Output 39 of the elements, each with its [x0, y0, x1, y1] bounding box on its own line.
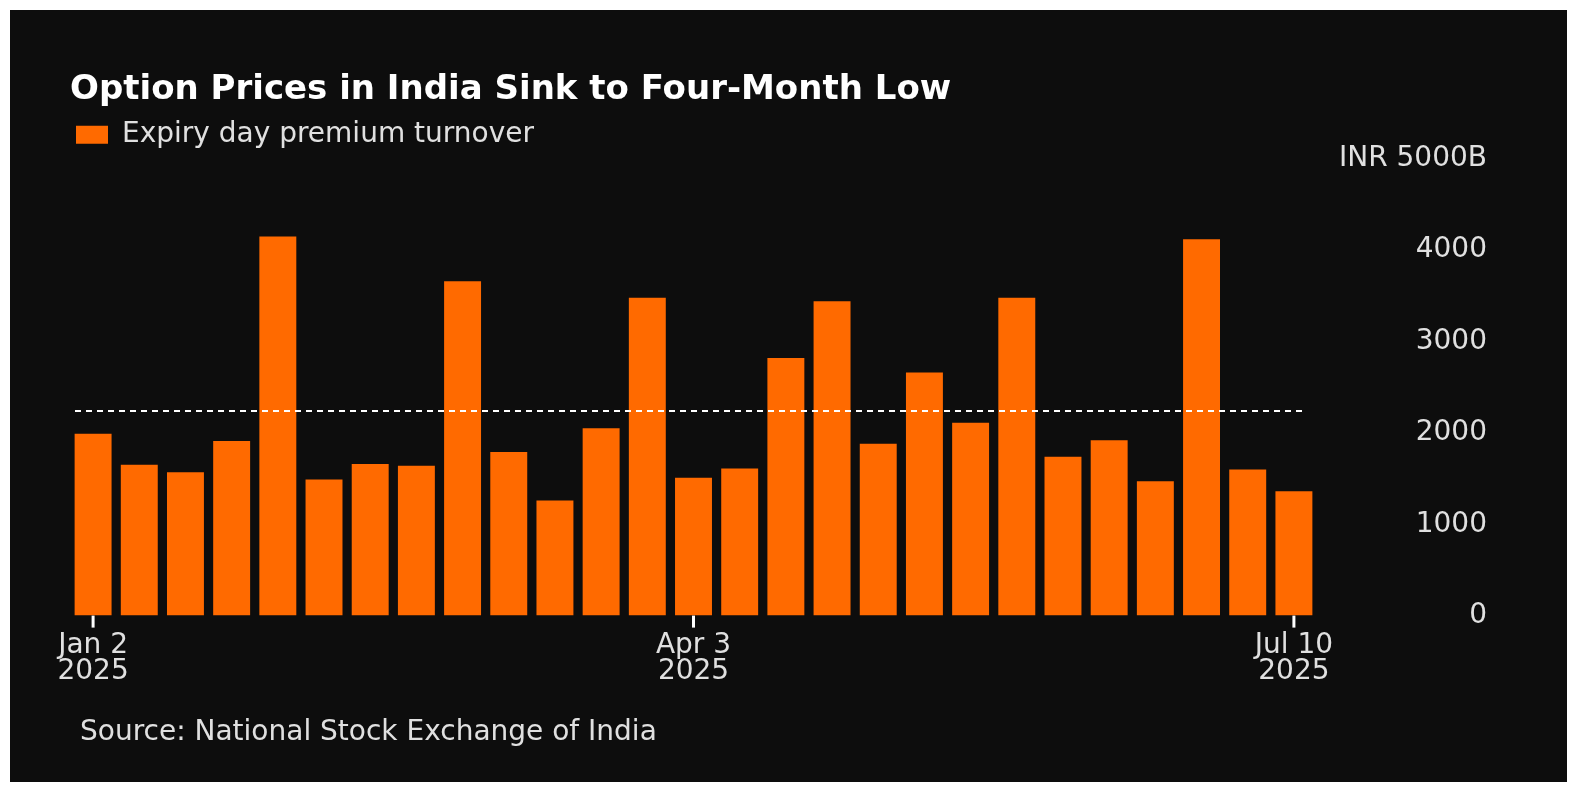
y-tick-label: 1000 [1415, 505, 1487, 539]
bar [721, 468, 759, 616]
bar [305, 479, 343, 616]
x-tick-label: Jul 10 2025 [1252, 627, 1334, 686]
bar [813, 301, 851, 616]
bar [1275, 491, 1313, 616]
bar [444, 281, 482, 616]
bar [166, 472, 204, 616]
bar [628, 297, 666, 616]
bar [905, 372, 943, 616]
source-note: Source: National Stock Exchange of India [80, 714, 657, 747]
bar [1044, 456, 1082, 616]
bar [952, 422, 990, 616]
y-tick-label: INR 5000B [1338, 140, 1487, 174]
bar [536, 500, 574, 616]
bar [1229, 469, 1267, 616]
legend-label: Expiry day premium turnover [122, 116, 535, 150]
bar [351, 463, 389, 616]
bar [1136, 481, 1174, 616]
bar [675, 477, 712, 616]
y-tick-label: 2000 [1415, 414, 1487, 448]
bar [859, 443, 897, 616]
bar [767, 357, 805, 616]
y-tick-label: 0 [1469, 596, 1487, 630]
chart-title: Option Prices in India Sink to Four-Month Low [70, 67, 952, 108]
x-tick-label: Jan 2 2025 [56, 627, 129, 686]
bar [1183, 239, 1221, 616]
bar [397, 465, 435, 616]
y-tick-label: 4000 [1415, 231, 1487, 265]
x-tick-label: Apr 3 2025 [655, 627, 732, 686]
bar [120, 464, 158, 616]
bar [74, 433, 112, 616]
bar [1090, 440, 1128, 616]
bar [213, 441, 251, 616]
bar [998, 297, 1036, 616]
bar [582, 428, 620, 616]
bar [259, 236, 297, 616]
bar [490, 452, 528, 616]
y-tick-label: 3000 [1415, 322, 1487, 356]
